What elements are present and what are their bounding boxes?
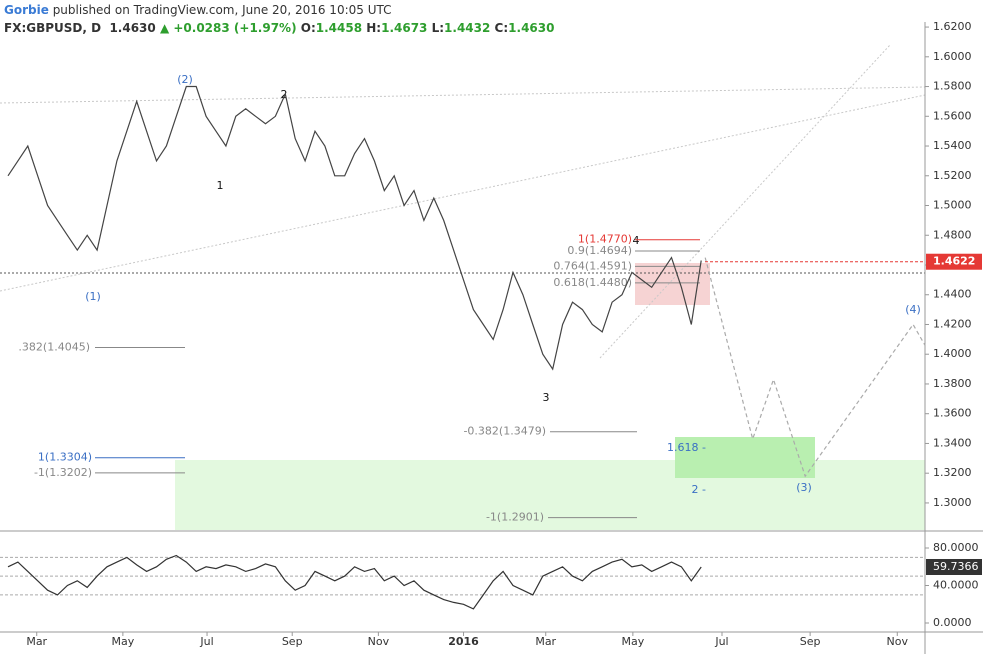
y-tick-label: 1.5800	[933, 80, 972, 93]
x-tick-label: Jul	[199, 635, 213, 648]
o-value: 1.4458	[315, 21, 363, 35]
y-tick-label: 1.5200	[933, 169, 972, 182]
y-tick-label: 1.5400	[933, 139, 972, 152]
y-tick-label: 1.4200	[933, 317, 972, 330]
x-tick-label: May	[111, 635, 134, 648]
trend-line	[599, 44, 891, 359]
y-tick-label: 1.5000	[933, 199, 972, 212]
symbol-line: FX:GBPUSD, D 1.4630 ▲ +0.0283 (+1.97%) O…	[4, 21, 554, 35]
trend-line	[0, 94, 926, 292]
x-tick-label: Mar	[26, 635, 47, 648]
fib-ext-label: 2 -	[692, 483, 706, 496]
published: published on TradingView.com, June 20, 2…	[52, 3, 392, 17]
trend-lines	[0, 44, 926, 359]
trend-line	[0, 86, 926, 104]
y-tick-label: 1.6200	[933, 20, 972, 33]
symbol: FX:GBPUSD, D	[4, 21, 102, 35]
fib-label: -0.382(1.3479)	[463, 425, 546, 438]
y-tick-label: 1.3400	[933, 436, 972, 449]
x-tick-label: Nov	[368, 635, 390, 648]
wave-label: 2	[281, 88, 288, 101]
change: ▲ +0.0283 (+1.97%)	[159, 21, 297, 35]
change-value: +0.0283 (+1.97%)	[173, 21, 297, 35]
y-tick-label: 1.4000	[933, 347, 972, 360]
fib-label: .382(1.4045)	[18, 341, 90, 354]
last-price-label: 1.4622	[933, 255, 975, 268]
fib-label: -1(1.3202)	[34, 466, 92, 479]
y-tick-label: 1.3000	[933, 496, 972, 509]
c-label: C:	[494, 21, 509, 35]
wave-label: 1	[217, 179, 224, 192]
rsi-last-label: 59.7366	[933, 560, 979, 573]
l-label: L:	[431, 21, 445, 35]
x-tick-label: May	[621, 635, 644, 648]
last: 1.4630	[109, 21, 156, 35]
wave-label: (2)	[177, 73, 193, 86]
resistance-box	[635, 263, 710, 305]
fib-label: 0.9(1.4694)	[567, 244, 632, 257]
zones	[175, 263, 925, 530]
fib-label: 1(1.3304)	[38, 451, 92, 464]
y-tick-label: 1.5600	[933, 109, 972, 122]
y-tick-label: 1.3200	[933, 466, 972, 479]
price-line	[7, 554, 702, 610]
y-tick-label: 1.4400	[933, 288, 972, 301]
wave-label: 3	[543, 391, 550, 404]
fib-ext-label: 1.618 -	[667, 441, 706, 454]
y-tick-label: 1.3800	[933, 377, 972, 390]
projection-line	[704, 257, 926, 478]
x-tick-label: Nov	[887, 635, 909, 648]
c-value: 1.4630	[508, 21, 555, 35]
target-box	[675, 437, 815, 478]
fib-label: 1(1.4770)	[578, 233, 632, 246]
fib-label: -1(1.2901)	[486, 511, 544, 524]
header-line: Gorbie published on TradingView.com, Jun…	[4, 3, 392, 17]
x-tick-label: Sep	[800, 635, 821, 648]
o-label: O:	[300, 21, 316, 35]
price-line	[7, 85, 702, 371]
x-tick-label: Sep	[282, 635, 303, 648]
l-value: 1.4432	[444, 21, 491, 35]
rsi-tick-label: 40.0000	[933, 579, 979, 592]
last-price-tag	[926, 253, 982, 270]
x-tick-label: Mar	[535, 635, 556, 648]
x-tick-label: 2016	[448, 635, 479, 648]
y-tick-label: 1.3600	[933, 407, 972, 420]
wave-label: (4)	[905, 303, 921, 316]
rsi-tick-label: 0.0000	[933, 616, 972, 629]
wave-label: (3)	[796, 481, 812, 494]
h-value: 1.4673	[381, 21, 428, 35]
rsi-tick-label: 80.0000	[933, 541, 979, 554]
h-label: H:	[366, 21, 382, 35]
wave-labels: (1) (2) 1 2 3 4 (3) (4) 1.618 - 2 -	[85, 73, 921, 496]
x-tick-label: Jul	[714, 635, 728, 648]
fib-label: 0.618(1.4480)	[553, 276, 632, 289]
wave-label: 4	[633, 234, 640, 247]
rsi-tag	[926, 558, 982, 575]
y-tick-label: 1.6000	[933, 50, 972, 63]
author[interactable]: Gorbie	[4, 3, 49, 17]
fib-label: 0.764(1.4591)	[553, 259, 632, 272]
y-tick-label: 1.4800	[933, 228, 972, 241]
wave-label: (1)	[85, 290, 101, 303]
